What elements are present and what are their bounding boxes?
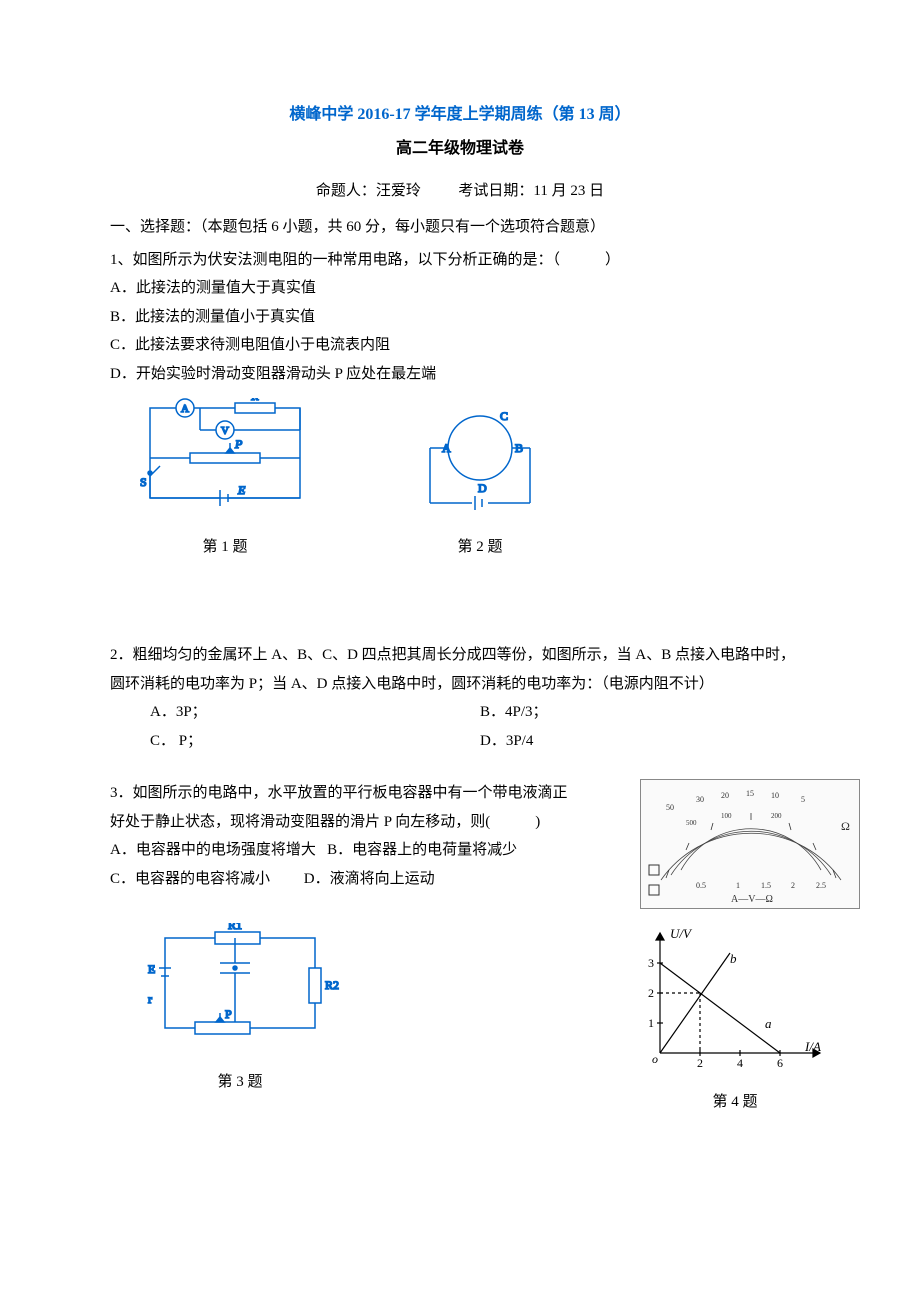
graph-q4-svg: U/V I/A 1 2 3 2 4 6 o a b [630,923,840,1073]
q2-optC: C． P； [150,727,480,756]
svg-text:10: 10 [771,791,779,800]
multimeter-scale: 50 30 20 15 10 5 500 100 200 0.5 1 1.5 2… [640,779,860,909]
figure-q4: U/V I/A 1 2 3 2 4 6 o a b 第 4 题 [630,923,840,1116]
figure-q2: A B C D 第 2 题 [400,408,560,561]
svg-text:2: 2 [648,986,654,1000]
line-b-label: b [730,951,737,966]
svg-text:15: 15 [746,789,754,798]
author-name: 汪爱玲 [376,183,421,199]
svg-text:0.5: 0.5 [696,881,706,890]
figure-row-q3-q4: R1 R2 E r P 第 3 题 [110,923,810,1116]
r2-label: R2 [325,978,339,992]
svg-text:30: 30 [696,795,704,804]
r-label-q3: r [148,992,152,1006]
d-label: D [478,481,487,495]
p-label-q3: P [225,1007,232,1021]
author-prefix: 命题人： [316,183,376,199]
svg-text:4: 4 [737,1056,743,1070]
q3-stem: 3．如图所示的电路中，水平放置的平行板电容器中有一个带电液滴正好处于静止状态，现… [110,779,570,836]
svg-text:20: 20 [721,791,729,800]
ammeter-label: A [181,403,189,415]
svg-text:50: 50 [666,803,674,812]
q1-fig-caption: 第 1 题 [130,533,320,562]
q1-optD: D．开始实验时滑动变阻器滑动头 P 应处在最左端 [110,360,810,389]
q3-optD: D．液滴将向上运动 [304,871,435,887]
e-label: E [237,483,246,497]
ring-q2-svg: A B C D [400,408,560,518]
q1-optC: C．此接法要求待测电阻值小于电流表内阻 [110,331,810,360]
date-prefix: 考试日期： [458,183,533,199]
s-label: S [140,475,147,489]
i-axis-label: I/A [804,1039,821,1054]
svg-text:o: o [652,1052,658,1066]
q2-optD: D．3P/4 [480,727,810,756]
figure-q3: R1 R2 E r P 第 3 题 [140,923,340,1096]
line-a-label: a [765,1016,772,1031]
u-axis-label: U/V [670,926,693,941]
circuit-q1-svg: A R V P [130,398,320,518]
figure-q1: A R V P [130,398,320,561]
q4-fig-caption: 第 4 题 [630,1088,840,1117]
svg-text:200: 200 [771,812,782,820]
q2-fig-caption: 第 2 题 [400,533,560,562]
r1-label: R1 [228,923,242,932]
question-2: 2．粗细均匀的金属环上 A、B、C、D 四点把其周长分成四等份，如图所示，当 A… [110,641,810,755]
c-label: C [500,409,508,423]
p-label: P [234,437,243,451]
meter-unit: A—V—Ω [731,894,773,905]
svg-text:1: 1 [736,881,740,890]
circuit-q3-svg: R1 R2 E r P [140,923,340,1053]
q2-stem: 2．粗细均匀的金属环上 A、B、C、D 四点把其周长分成四等份，如图所示，当 A… [110,641,810,698]
figure-row-q1-q2: A R V P [130,398,810,561]
q1-optA: A．此接法的测量值大于真实值 [110,274,810,303]
svg-text:1: 1 [648,1016,654,1030]
svg-text:6: 6 [777,1056,783,1070]
q3-fig-caption: 第 3 题 [140,1068,340,1097]
e-label-q3: E [148,962,155,976]
svg-text:5: 5 [801,795,805,804]
svg-text:500: 500 [686,819,697,827]
omega-label: Ω [841,819,850,833]
q2-optB: B．4P/3； [480,698,810,727]
section1-heading: 一、选择题：（本题包括 6 小题，共 60 分，每小题只有一个选项符合题意） [110,213,810,242]
q3-optB: B．电容器上的电荷量将减少 [327,842,517,858]
r-label: R [250,398,259,403]
exam-title: 横峰中学 2016-17 学年度上学期周练（第 13 周） [110,100,810,130]
svg-text:2: 2 [697,1056,703,1070]
question-1: 1、如图所示为伏安法测电阻的一种常用电路，以下分析正确的是：（ ） A．此接法的… [110,246,810,389]
svg-text:3: 3 [648,956,654,970]
author-line: 命题人：汪爱玲 考试日期：11 月 23 日 [110,177,810,206]
q2-optA: A．3P； [150,698,480,727]
voltmeter-label: V [221,425,229,437]
q3-optC: C．电容器的电容将减小 [110,871,270,887]
question-3: 50 30 20 15 10 5 500 100 200 0.5 1 1.5 2… [110,779,810,893]
q1-optB: B．此接法的测量值小于真实值 [110,303,810,332]
svg-text:100: 100 [721,812,732,820]
q3-optA: A．电容器中的电场强度将增大 [110,842,316,858]
q1-stem: 1、如图所示为伏安法测电阻的一种常用电路，以下分析正确的是：（ ） [110,246,810,275]
svg-text:1.5: 1.5 [761,881,771,890]
svg-text:2: 2 [791,881,795,890]
date-value: 11 月 23 日 [533,183,604,199]
svg-text:2.5: 2.5 [816,881,826,890]
exam-subtitle: 高二年级物理试卷 [110,134,810,164]
